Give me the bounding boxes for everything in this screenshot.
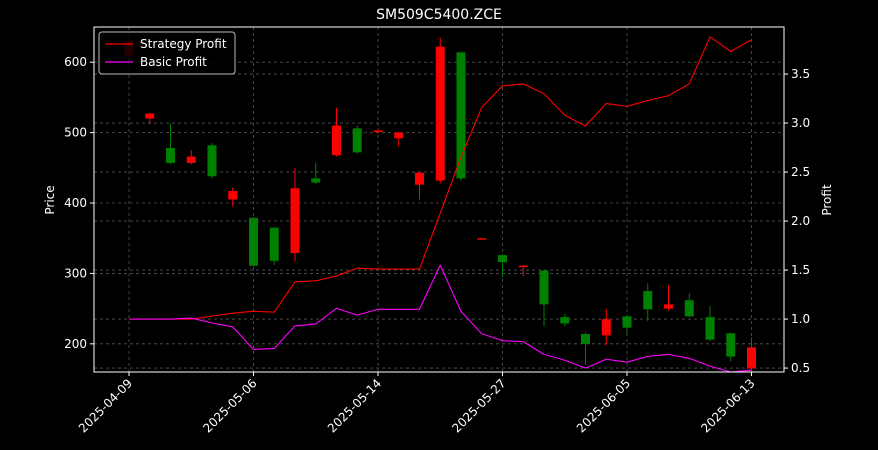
candle [622, 314, 632, 335]
candle-body [498, 255, 507, 263]
candle [498, 254, 507, 277]
candle-body [332, 125, 341, 156]
candle-body [601, 319, 611, 336]
candle [581, 332, 590, 365]
candle [643, 283, 653, 322]
candle-body [269, 227, 279, 261]
candle [290, 167, 300, 262]
chart-title: SM509C5400.ZCE [376, 7, 502, 23]
y-tick-label-left: 400 [64, 196, 87, 210]
candle [705, 305, 715, 342]
y-tick-label-right: 3.5 [791, 67, 810, 81]
candle-body [726, 333, 736, 357]
candle [207, 143, 217, 179]
candle [664, 285, 673, 311]
candle [456, 51, 466, 181]
candle-body [747, 347, 756, 369]
y-tick-label-left: 200 [64, 337, 87, 351]
y-tick-label-left: 300 [64, 266, 87, 280]
y-tick-label-right: 0.5 [791, 361, 810, 375]
candle-body [518, 265, 528, 268]
candle [394, 131, 404, 147]
candle-body [394, 132, 404, 139]
candle [518, 264, 528, 277]
y-axis-left-title: Price [43, 185, 57, 214]
candle [684, 293, 694, 318]
y-tick-label-left: 600 [64, 55, 87, 69]
plot-frame [93, 26, 785, 373]
candle [352, 125, 362, 154]
candle [373, 128, 383, 134]
candle-body [684, 300, 694, 317]
candle [601, 308, 611, 346]
candle-body [207, 145, 217, 177]
candle [186, 150, 196, 165]
candle [477, 237, 487, 240]
candle-body [456, 52, 466, 179]
candle-body [166, 148, 175, 163]
candle-body [643, 291, 653, 310]
candle-body [373, 130, 383, 132]
y-tick-label-right: 1.0 [791, 312, 810, 326]
y-axis-right-title: Profit [820, 184, 834, 216]
y-tick-label-right: 2.0 [791, 214, 810, 228]
candle-body [311, 178, 321, 183]
candle-body [539, 270, 549, 305]
candle-body [664, 304, 673, 309]
candle-body [249, 217, 258, 266]
candle [726, 332, 736, 362]
candle [228, 187, 238, 207]
candle [311, 162, 321, 185]
candle-body [581, 333, 590, 344]
candle [539, 269, 549, 327]
candle-body [477, 238, 487, 240]
candle-body [705, 317, 715, 340]
candle [269, 226, 279, 265]
candle-body [352, 128, 362, 153]
candle-body [290, 188, 300, 254]
candle [249, 217, 258, 267]
candle [166, 123, 175, 165]
candle-body [622, 316, 632, 328]
candle [332, 107, 341, 157]
candle-body [435, 46, 445, 181]
candle [415, 172, 424, 200]
candle-body [560, 317, 570, 324]
line-layer [129, 36, 752, 373]
candle [145, 112, 155, 125]
candle-body [415, 172, 424, 185]
strategy-profit-line [129, 36, 752, 320]
y-tick-label-right: 1.5 [791, 263, 810, 277]
candle-body [186, 156, 196, 163]
candle-body [228, 191, 238, 200]
candle [747, 337, 756, 370]
candle [435, 37, 445, 184]
candle-body [145, 113, 155, 119]
legend-label-strategy: Strategy Profit [140, 37, 227, 51]
legend-box [98, 31, 236, 75]
basic-profit-line [129, 264, 752, 373]
y-tick-label-right: 2.5 [791, 165, 810, 179]
candle-layer [124, 34, 756, 370]
legend-label-basic: Basic Profit [140, 55, 207, 69]
y-tick-label-left: 500 [64, 126, 87, 140]
y-tick-label-right: 3.0 [791, 116, 810, 130]
candle [560, 314, 570, 327]
legend: Strategy Profit Basic Profit [98, 31, 236, 75]
